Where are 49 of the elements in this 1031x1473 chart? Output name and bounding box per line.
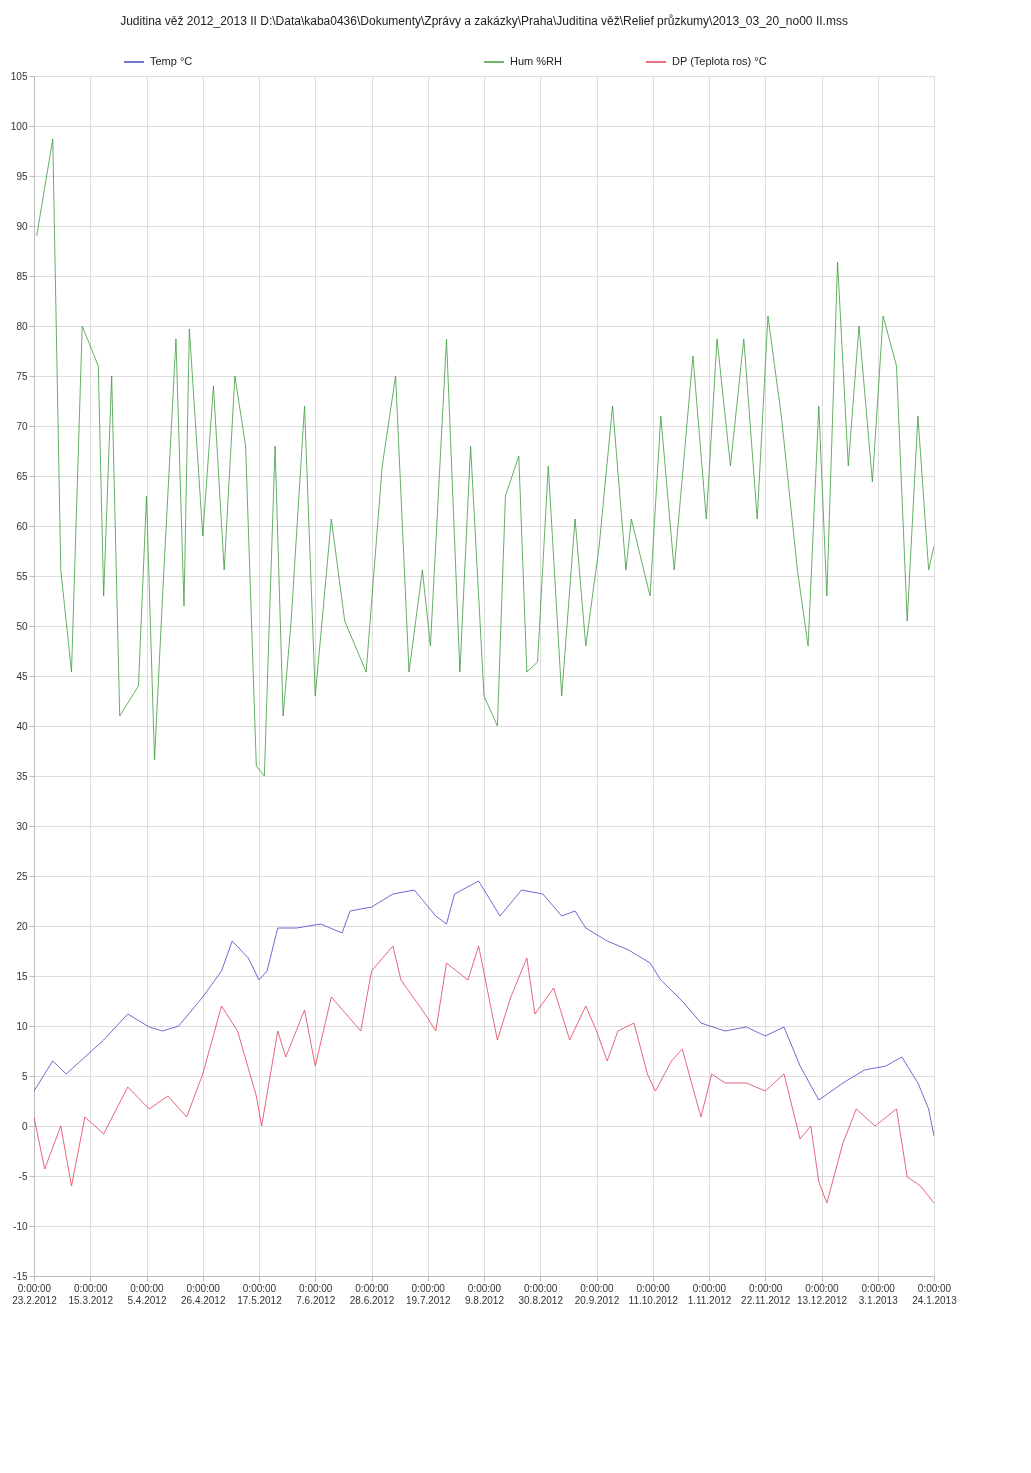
legend-label: Hum %RH — [510, 55, 563, 67]
y-tick-label: 75 — [16, 370, 28, 382]
x-tick-label: 0:00:00 17.5.2012 — [237, 1282, 283, 1306]
y-tick-label: -10 — [13, 1220, 28, 1232]
y-tick-label: 20 — [16, 920, 28, 932]
y-tick-label: 65 — [16, 470, 28, 482]
legend-label: DP (Teplota ros) °C — [672, 55, 767, 67]
line-series — [36, 138, 934, 777]
y-tick-label: 10 — [16, 1020, 28, 1032]
y-tick-label: 45 — [16, 670, 28, 682]
x-tick-label: 0:00:00 15.3.2012 — [68, 1282, 114, 1306]
y-tick-label: 100 — [10, 120, 28, 132]
y-tick-label: 55 — [16, 570, 28, 582]
x-tick-label: 0:00:00 11.10.2012 — [628, 1282, 679, 1306]
x-tick-label: 0:00:00 24.1.2013 — [912, 1282, 958, 1306]
line-series — [34, 945, 934, 1204]
x-tick-label: 0:00:00 13.12.2012 — [796, 1282, 848, 1306]
x-tick-label: 0:00:00 28.6.2012 — [349, 1282, 395, 1306]
y-tick-label: 25 — [16, 870, 28, 882]
y-tick-label: 80 — [16, 320, 28, 332]
x-tick-label: 0:00:00 7.6.2012 — [296, 1282, 336, 1306]
line-series — [34, 880, 934, 1137]
y-tick-label: 15 — [16, 970, 28, 982]
y-tick-label: 50 — [16, 620, 28, 632]
y-tick-label: 60 — [16, 520, 28, 532]
x-tick-label: 0:00:00 1.11.2012 — [687, 1282, 732, 1306]
x-tick-label: 0:00:00 26.4.2012 — [181, 1282, 226, 1306]
x-tick-label: 0:00:00 30.8.2012 — [518, 1282, 564, 1306]
legend-label: Temp °C — [150, 55, 193, 67]
x-tick-label: 0:00:00 22.11.2012 — [741, 1282, 791, 1306]
x-tick-label: 0:00:00 20.9.2012 — [574, 1282, 620, 1306]
y-tick-label: 30 — [16, 820, 28, 832]
y-tick-label: -15 — [13, 1270, 28, 1282]
x-tick-label: 0:00:00 19.7.2012 — [406, 1282, 451, 1306]
y-tick-label: 95 — [16, 170, 28, 182]
y-tick-label: 90 — [16, 220, 28, 232]
y-tick-label: 35 — [16, 770, 28, 782]
y-tick-label: -5 — [18, 1170, 28, 1182]
x-tick-label: 0:00:00 23.2.2012 — [12, 1282, 58, 1306]
y-tick-label: 5 — [21, 1070, 28, 1082]
y-tick-label: 85 — [16, 270, 28, 282]
x-tick-label: 0:00:00 5.4.2012 — [127, 1282, 167, 1306]
y-tick-label: 0 — [21, 1120, 28, 1132]
chart-title: Juditina věž 2012_2013 II D:\Data\kaba0436\Dokumenty\Zprávy a zakázky\Praha\Juditina věž\Relief průzkumy\2013_03_20_no00 II.mss — [120, 14, 848, 28]
y-tick-label: 70 — [16, 420, 28, 432]
y-tick-label: 105 — [10, 70, 28, 82]
x-tick-label: 0:00:00 9.8.2012 — [465, 1282, 505, 1306]
x-tick-label: 0:00:00 3.1.2013 — [858, 1282, 899, 1306]
y-tick-label: 40 — [16, 720, 28, 732]
